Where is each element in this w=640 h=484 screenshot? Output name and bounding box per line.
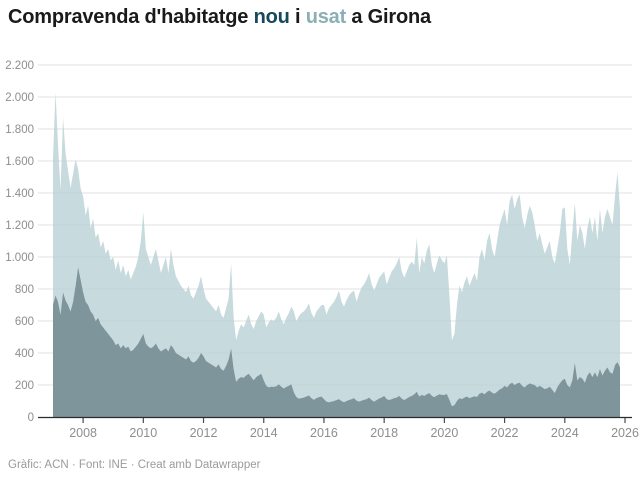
title-word-usat: usat [305,6,347,28]
y-axis-label: 1.000 [5,252,34,264]
x-axis-label: 2026 [611,426,639,440]
x-axis-label: 2018 [370,426,398,440]
y-axis-label: 600 [15,316,34,328]
y-axis-label: 1.800 [5,124,34,136]
chart-footer-attribution: Gràfic: ACN · Font: INE · Creat amb Data… [8,459,261,471]
area-nou[interactable] [53,267,620,417]
y-axis-label: 0 [28,412,34,424]
title-word-nou: nou [253,6,290,28]
chart-title: Compravenda d'habitatge nou i usat a Gir… [8,6,431,29]
x-axis-label: 2010 [129,426,157,440]
y-axis-label: 1.600 [5,156,34,168]
title-prefix: Compravenda d'habitatge [8,6,254,28]
x-axis-label: 2016 [310,426,338,440]
y-axis-label: 2.000 [5,92,34,104]
title-middle: i [289,6,306,28]
x-axis-label: 2012 [190,426,218,440]
y-axis-label: 1.200 [5,220,34,232]
y-axis-label: 400 [15,348,34,360]
y-axis-label: 800 [15,284,34,296]
area-usat[interactable] [53,92,620,407]
title-suffix: a Girona [346,6,431,28]
y-axis-label: 200 [15,380,34,392]
x-axis-label: 2022 [491,426,519,440]
x-axis-label: 2008 [69,426,97,440]
y-axis-label: 1.400 [5,188,34,200]
y-axis-label: 2.200 [5,60,34,72]
x-axis-label: 2014 [250,426,278,440]
x-axis-label: 2020 [430,426,458,440]
x-axis-label: 2024 [551,426,579,440]
